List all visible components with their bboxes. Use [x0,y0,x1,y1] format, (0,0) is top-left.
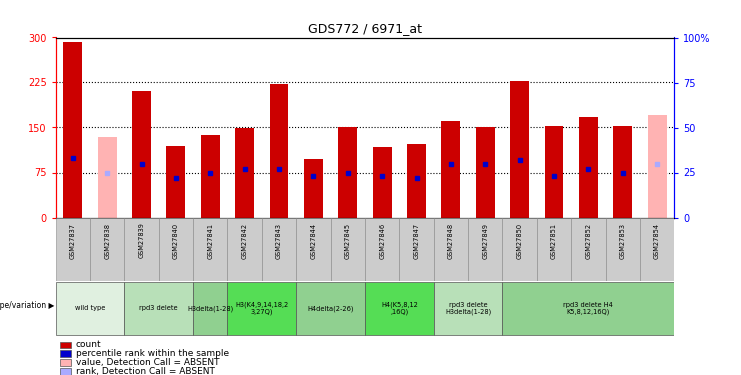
Bar [442,122,460,218]
Text: GSM27844: GSM27844 [310,223,316,259]
Text: wild type: wild type [75,305,105,311]
Bar [330,217,365,281]
Text: GSM27851: GSM27851 [551,223,557,259]
Bar [56,217,90,281]
Bar [399,217,433,281]
Bar [365,217,399,281]
Bar [296,217,330,281]
Text: GSM27839: GSM27839 [139,223,144,258]
Text: GSM27845: GSM27845 [345,223,350,259]
Bar [201,135,220,218]
Bar [605,217,640,281]
Text: count: count [76,340,102,349]
Bar [227,282,296,334]
Bar [545,126,563,218]
Text: H3delta(1-28): H3delta(1-28) [187,305,233,312]
Text: GSM27854: GSM27854 [654,223,660,259]
Bar [56,282,124,334]
Bar [60,350,71,357]
Bar [510,81,529,218]
Bar [579,117,598,218]
Bar [536,217,571,281]
Text: GSM27837: GSM27837 [70,223,76,259]
Bar [476,128,495,218]
Text: genotype/variation ▶: genotype/variation ▶ [0,301,55,310]
Bar [614,126,632,218]
Text: H3(K4,9,14,18,2
3,27Q): H3(K4,9,14,18,2 3,27Q) [235,302,288,315]
Bar [468,217,502,281]
Bar [407,144,426,218]
Bar [124,217,159,281]
Bar [167,146,185,218]
Text: GSM27840: GSM27840 [173,223,179,259]
Text: GSM27849: GSM27849 [482,223,488,259]
Text: GSM27853: GSM27853 [619,223,625,259]
Text: percentile rank within the sample: percentile rank within the sample [76,349,229,358]
Text: GSM27842: GSM27842 [242,223,247,259]
Title: GDS772 / 6971_at: GDS772 / 6971_at [308,22,422,35]
Bar [159,217,193,281]
Bar [304,159,323,218]
Text: value, Detection Call = ABSENT: value, Detection Call = ABSENT [76,358,219,367]
Text: rank, Detection Call = ABSENT: rank, Detection Call = ABSENT [76,367,214,375]
Text: rpd3 delete
H3delta(1-28): rpd3 delete H3delta(1-28) [445,302,491,315]
Bar [648,116,667,218]
Text: GSM27846: GSM27846 [379,223,385,259]
Text: GSM27848: GSM27848 [448,223,454,259]
Bar [502,282,674,334]
Bar [571,217,605,281]
Text: GSM27850: GSM27850 [516,223,522,259]
Bar [640,217,674,281]
Bar [124,282,193,334]
Text: GSM27843: GSM27843 [276,223,282,259]
Text: GSM27847: GSM27847 [413,223,419,259]
Bar [365,282,433,334]
Bar [433,282,502,334]
Bar [270,84,288,218]
Bar [90,217,124,281]
Bar [60,359,71,366]
Text: rpd3 delete H4
K5,8,12,16Q): rpd3 delete H4 K5,8,12,16Q) [563,302,614,315]
Bar [132,92,151,218]
Bar [227,217,262,281]
Bar [193,282,227,334]
Text: GSM27852: GSM27852 [585,223,591,259]
Text: H4delta(2-26): H4delta(2-26) [308,305,353,312]
Bar [63,42,82,218]
Text: GSM27838: GSM27838 [104,223,110,259]
Text: H4(K5,8,12
,16Q): H4(K5,8,12 ,16Q) [381,302,418,315]
Bar [339,128,357,218]
Bar [373,147,391,218]
Bar [262,217,296,281]
Text: GSM27841: GSM27841 [207,223,213,259]
Bar [98,136,116,218]
Bar [60,368,71,375]
Bar [502,217,536,281]
Text: rpd3 delete: rpd3 delete [139,305,178,311]
Bar [60,342,71,348]
Bar [433,217,468,281]
Bar [235,128,254,217]
Bar [296,282,365,334]
Bar [193,217,227,281]
